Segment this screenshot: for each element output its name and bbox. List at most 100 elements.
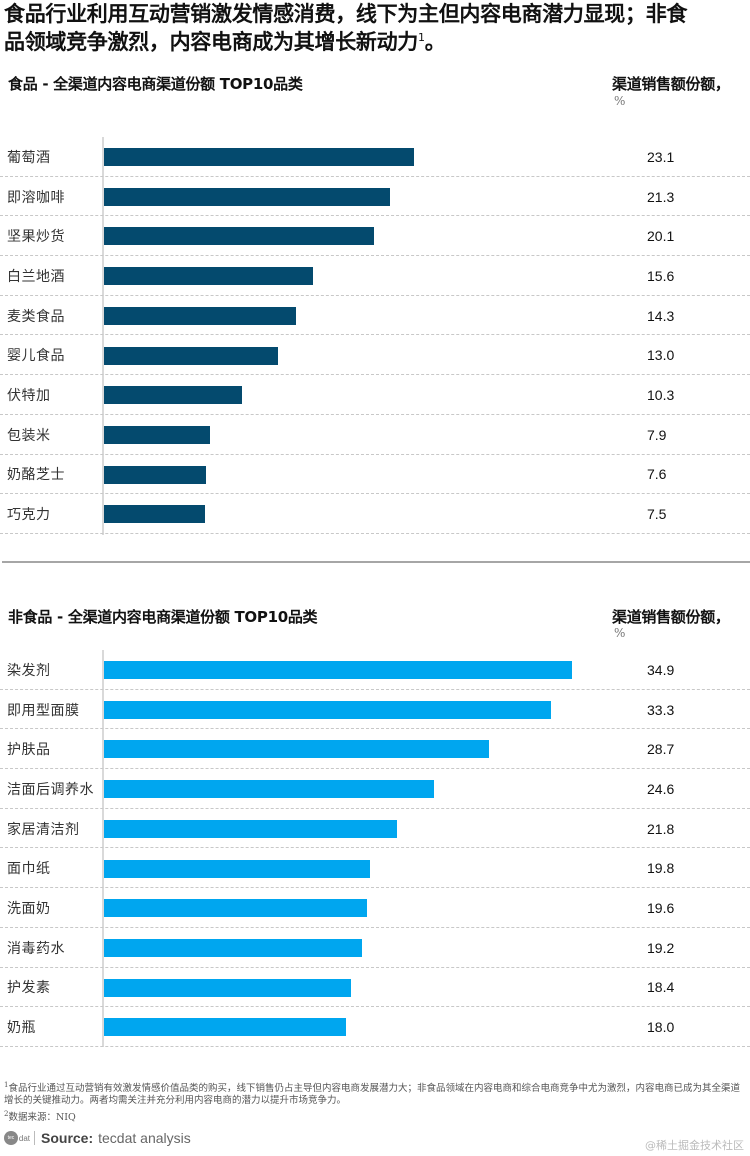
data-bar xyxy=(104,227,374,246)
data-bar xyxy=(104,899,368,918)
category-label: 婴儿食品 xyxy=(7,348,65,365)
data-bar xyxy=(104,306,296,325)
category-label: 麦类食品 xyxy=(7,308,65,325)
category-label: 伏特加 xyxy=(7,388,51,405)
category-label: 洗面奶 xyxy=(7,901,51,918)
data-bar xyxy=(104,346,279,365)
row-separator xyxy=(0,175,750,177)
category-label: 护肤品 xyxy=(7,742,51,759)
category-label: 护发素 xyxy=(7,980,51,997)
value-label: 15.6 xyxy=(647,267,675,284)
food-chart-row: 坚果炒货 20.1 xyxy=(0,216,750,257)
category-label: 包装米 xyxy=(7,427,51,444)
data-bar xyxy=(104,740,490,759)
nonfood-chart-row: 护肤品 28.7 xyxy=(0,729,750,770)
row-separator xyxy=(0,453,750,455)
nonfood-chart-row: 奶瓶 18.0 xyxy=(0,1007,750,1047)
category-label: 即溶咖啡 xyxy=(7,189,65,206)
food-chart-row: 婴儿食品 13.0 xyxy=(0,336,750,376)
row-separator xyxy=(0,374,750,376)
row-separator xyxy=(0,493,750,495)
nonfood-chart-axis xyxy=(102,650,104,1047)
category-label: 染发剂 xyxy=(7,662,51,679)
data-bar xyxy=(104,819,397,838)
nonfood-chart-row: 洗面奶 19.6 xyxy=(0,888,750,928)
footnote-2: 2数据来源：NIQ xyxy=(4,1110,76,1124)
title-line-2: 品领域竞争激烈，内容电商成为其增长新动力1。 xyxy=(4,30,446,54)
value-label: 18.0 xyxy=(647,1019,675,1036)
nonfood-unit-percent: % xyxy=(614,626,626,640)
food-chart-row: 葡萄酒 23.1 xyxy=(0,137,750,177)
nonfood-chart-row: 面巾纸 19.8 xyxy=(0,849,750,889)
value-label: 10.3 xyxy=(647,387,675,404)
food-unit-label: 渠道销售额份额， xyxy=(612,75,730,93)
nonfood-chart-row: 洁面后调养水 24.6 xyxy=(0,769,750,809)
value-label: 24.6 xyxy=(647,780,675,797)
category-label: 消毒药水 xyxy=(7,940,65,957)
nonfood-unit-label: 渠道销售额份额， xyxy=(612,608,730,626)
title-line-1: 食品行业利用互动营销激发情感消费，线下为主但内容电商潜力显现；非食 xyxy=(4,2,688,26)
row-separator xyxy=(0,215,750,217)
value-label: 7.9 xyxy=(647,426,667,443)
value-label: 19.6 xyxy=(647,900,675,917)
food-chart-row: 包装米 7.9 xyxy=(0,415,750,455)
row-separator xyxy=(0,688,750,690)
food-chart-row: 即溶咖啡 21.3 xyxy=(0,177,750,217)
value-label: 7.5 xyxy=(647,506,667,523)
row-separator xyxy=(0,728,750,730)
food-unit-percent: % xyxy=(614,94,626,108)
row-separator xyxy=(0,413,750,415)
value-label: 7.6 xyxy=(647,466,667,483)
nonfood-chart-row: 护发素 18.4 xyxy=(0,968,750,1008)
row-separator xyxy=(0,334,750,336)
value-label: 19.8 xyxy=(647,860,675,877)
source-label: Source: xyxy=(41,1130,94,1146)
category-label: 家居清洁剂 xyxy=(7,821,80,838)
data-bar xyxy=(104,465,206,484)
food-chart-axis xyxy=(102,137,104,535)
data-bar xyxy=(104,267,314,286)
page-title: 食品行业利用互动营销激发情感消费，线下为主但内容电商潜力显现；非食 品领域竞争激… xyxy=(4,2,749,54)
data-bar xyxy=(104,425,211,444)
data-bar xyxy=(104,1018,346,1037)
category-label: 葡萄酒 xyxy=(7,149,51,166)
footnote-1: 1食品行业通过互动营销有效激发情感价值品类的购买，线下销售仍占主导但内容电商发展… xyxy=(4,1081,740,1107)
row-separator xyxy=(0,1006,750,1008)
row-separator xyxy=(0,807,750,809)
value-label: 23.1 xyxy=(647,148,675,165)
section-divider xyxy=(2,561,750,563)
row-separator xyxy=(0,847,750,849)
row-separator xyxy=(0,887,750,889)
food-chart-row: 伏特加 10.3 xyxy=(0,375,750,415)
data-bar xyxy=(104,386,243,405)
row-separator xyxy=(0,255,750,257)
nonfood-bar-chart: 染发剂 34.9 即用型面膜 33.3 护肤品 28.7 洁面后调养水 24.6 家居清洁剂 21… xyxy=(0,650,750,1047)
category-label: 奶酪芝士 xyxy=(7,467,65,484)
value-label: 19.2 xyxy=(647,939,675,956)
nonfood-chart-title: 非食品 - 全渠道内容电商渠道份额 TOP10品类 xyxy=(8,608,318,626)
row-separator xyxy=(0,532,750,534)
value-label: 13.0 xyxy=(647,347,675,364)
value-label: 14.3 xyxy=(647,307,675,324)
source-text: tecdat analysis xyxy=(98,1130,191,1146)
food-chart-row: 麦类食品 14.3 xyxy=(0,296,750,336)
value-label: 18.4 xyxy=(647,979,675,996)
value-label: 34.9 xyxy=(647,661,675,678)
footnote-ref: 1 xyxy=(418,31,425,44)
food-chart-title: 食品 - 全渠道内容电商渠道份额 TOP10品类 xyxy=(8,75,303,93)
source-line: tec dat Source: tecdat analysis xyxy=(4,1128,191,1148)
value-label: 28.7 xyxy=(647,741,675,758)
data-bar xyxy=(104,780,435,799)
row-separator xyxy=(0,294,750,296)
food-bar-chart: 葡萄酒 23.1 即溶咖啡 21.3 坚果炒货 20.1 白兰地酒 15.6 麦类食品 14.3 婴… xyxy=(0,137,750,535)
nonfood-chart-row: 染发剂 34.9 xyxy=(0,650,750,690)
row-separator xyxy=(0,768,750,770)
value-label: 20.1 xyxy=(647,228,675,245)
data-bar xyxy=(104,978,351,997)
category-label: 奶瓶 xyxy=(7,1020,36,1037)
category-label: 巧克力 xyxy=(7,507,51,524)
category-label: 面巾纸 xyxy=(7,861,51,878)
category-label: 洁面后调养水 xyxy=(7,781,94,798)
data-bar xyxy=(104,661,573,679)
value-label: 33.3 xyxy=(647,701,675,718)
